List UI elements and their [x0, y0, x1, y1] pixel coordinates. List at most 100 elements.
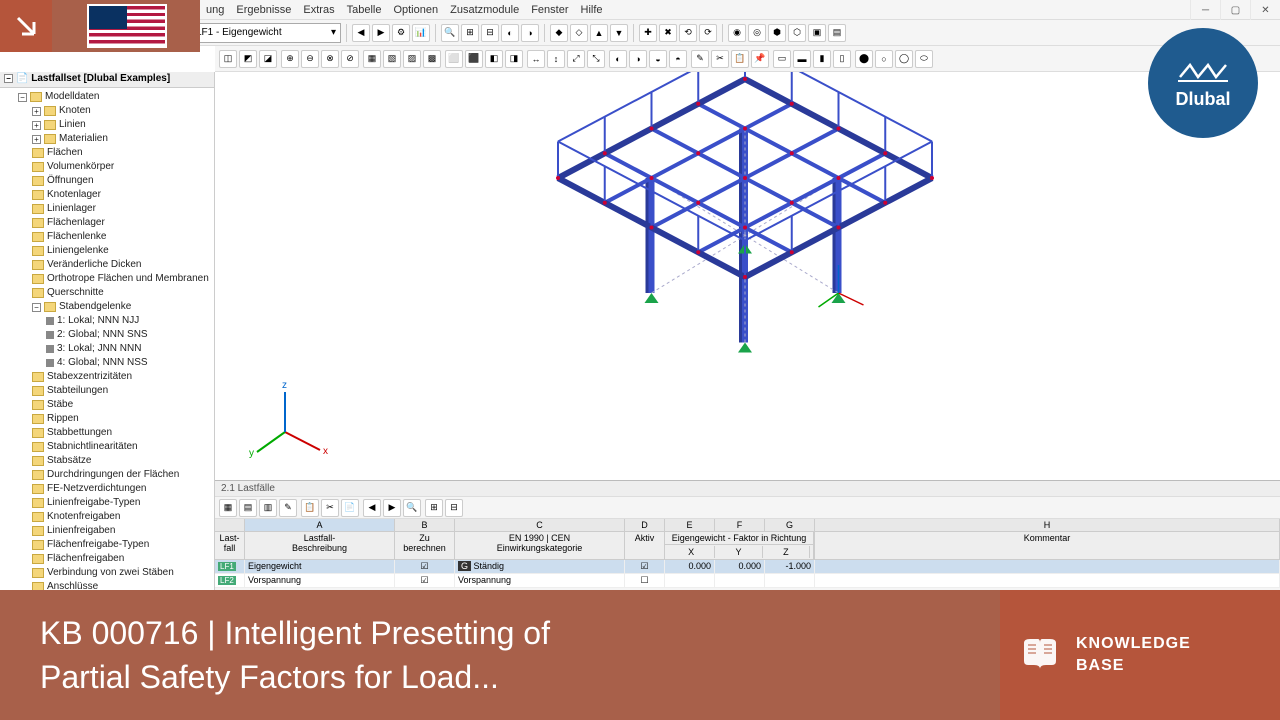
toolbar-icon[interactable]: ✂: [321, 499, 339, 517]
toolbar-icon[interactable]: 📄: [341, 499, 359, 517]
tree-item[interactable]: Stabbettungen: [0, 426, 214, 440]
toolbar-icon[interactable]: ◆: [550, 24, 568, 42]
tree-item[interactable]: Knotenfreigaben: [0, 510, 214, 524]
tree-item[interactable]: Veränderliche Dicken: [0, 258, 214, 272]
menu-item[interactable]: Optionen: [387, 4, 444, 16]
toolbar-icon[interactable]: ▬: [793, 50, 811, 68]
tree-item[interactable]: Stabnichtlinearitäten: [0, 440, 214, 454]
toolbar-icon[interactable]: ▭: [773, 50, 791, 68]
toolbar-icon[interactable]: ▦: [363, 50, 381, 68]
tree-item[interactable]: Querschnitte: [0, 286, 214, 300]
toolbar-icon[interactable]: ▯: [833, 50, 851, 68]
menu-item[interactable]: Fenster: [525, 4, 574, 16]
toolbar-icon[interactable]: ⬢: [768, 24, 786, 42]
toolbar-icon[interactable]: ✂: [711, 50, 729, 68]
menu-item[interactable]: Zusatzmodule: [444, 4, 525, 16]
toolbar-icon[interactable]: ◧: [485, 50, 503, 68]
toolbar-icon[interactable]: ◐: [609, 50, 627, 68]
toolbar-icon[interactable]: ⚙: [392, 24, 410, 42]
toolbar-icon[interactable]: ⊞: [425, 499, 443, 517]
table-row[interactable]: LF1Eigengewicht☑G Ständig☑0.0000.000-1.0…: [215, 560, 1280, 574]
tree-item[interactable]: Liniengelenke: [0, 244, 214, 258]
tree-item[interactable]: +Linien: [0, 118, 214, 132]
toolbar-icon[interactable]: 📋: [731, 50, 749, 68]
toolbar-icon[interactable]: ○: [875, 50, 893, 68]
tree-item[interactable]: Volumenkörper: [0, 160, 214, 174]
tree-item[interactable]: Stabteilungen: [0, 384, 214, 398]
tree-item[interactable]: +Materialien: [0, 132, 214, 146]
grid-body[interactable]: LF1Eigengewicht☑G Ständig☑0.0000.000-1.0…: [215, 560, 1280, 588]
toolbar-icon[interactable]: ▣: [808, 24, 826, 42]
toolbar-icon[interactable]: ✎: [691, 50, 709, 68]
toolbar-icon[interactable]: 📊: [412, 24, 430, 42]
toolbar-icon[interactable]: 🔍: [441, 24, 459, 42]
tree-item[interactable]: −Stabendgelenke: [0, 300, 214, 314]
toolbar-icon[interactable]: ▲: [590, 24, 608, 42]
toolbar-icon[interactable]: ↕: [547, 50, 565, 68]
toolbar-icon[interactable]: ◀: [352, 24, 370, 42]
toolbar-icon[interactable]: ▧: [383, 50, 401, 68]
tree-item[interactable]: 2: Global; NNN SNS: [0, 328, 214, 342]
toolbar-icon[interactable]: ▤: [239, 499, 257, 517]
toolbar-icon[interactable]: ◯: [895, 50, 913, 68]
toolbar-icon[interactable]: ⊟: [445, 499, 463, 517]
toolbar-icon[interactable]: ◑: [521, 24, 539, 42]
menu-item[interactable]: Hilfe: [575, 4, 609, 16]
close-button[interactable]: ✕: [1250, 0, 1280, 20]
tree-item[interactable]: Flächen: [0, 146, 214, 160]
toolbar-icon[interactable]: ✖: [659, 24, 677, 42]
toolbar-icon[interactable]: ⊟: [481, 24, 499, 42]
toolbar-icon[interactable]: ⟲: [679, 24, 697, 42]
toolbar-icon[interactable]: ✚: [639, 24, 657, 42]
tree-item[interactable]: 3: Lokal; JNN NNN: [0, 342, 214, 356]
toolbar-icon[interactable]: ⊕: [281, 50, 299, 68]
toolbar-icon[interactable]: ✎: [279, 499, 297, 517]
toolbar-icon[interactable]: ⤡: [587, 50, 605, 68]
menu-item[interactable]: Extras: [297, 4, 340, 16]
toolbar-icon[interactable]: ◩: [239, 50, 257, 68]
toolbar-icon[interactable]: ◨: [505, 50, 523, 68]
tree-item[interactable]: 4: Global; NNN NSS: [0, 356, 214, 370]
tree-item[interactable]: Stabexzentrizitäten: [0, 370, 214, 384]
toolbar-icon[interactable]: ◎: [748, 24, 766, 42]
toolbar-icon[interactable]: ◒: [649, 50, 667, 68]
toolbar-icon[interactable]: ▶: [372, 24, 390, 42]
tree-item[interactable]: Linienfreigaben: [0, 524, 214, 538]
toolbar-icon[interactable]: 📋: [301, 499, 319, 517]
tree-item[interactable]: 1: Lokal; NNN NJJ: [0, 314, 214, 328]
load-case-dropdown[interactable]: LF1 - Eigengewicht▾: [191, 23, 341, 43]
menu-item[interactable]: ung: [200, 4, 230, 16]
tree-item[interactable]: Flächenfreigaben: [0, 552, 214, 566]
toolbar-icon[interactable]: ⬤: [855, 50, 873, 68]
tree-item[interactable]: Flächenlenke: [0, 230, 214, 244]
toolbar-icon[interactable]: ⟳: [699, 24, 717, 42]
tree-item[interactable]: Stäbe: [0, 398, 214, 412]
tree-item[interactable]: Flächenfreigabe-Typen: [0, 538, 214, 552]
toolbar-icon[interactable]: ⊗: [321, 50, 339, 68]
toolbar-icon[interactable]: ⬭: [915, 50, 933, 68]
tree-item[interactable]: Rippen: [0, 412, 214, 426]
toolbar-icon[interactable]: ⬜: [445, 50, 463, 68]
toolbar-icon[interactable]: ▦: [219, 499, 237, 517]
navigator-tree[interactable]: −Modelldaten+Knoten+Linien+MaterialienFl…: [0, 88, 214, 610]
tree-item[interactable]: Stabsätze: [0, 454, 214, 468]
toolbar-icon[interactable]: ◑: [629, 50, 647, 68]
toolbar-icon[interactable]: ▩: [423, 50, 441, 68]
tree-item[interactable]: Linienlager: [0, 202, 214, 216]
toolbar-icon[interactable]: ▼: [610, 24, 628, 42]
toolbar-icon[interactable]: ◇: [570, 24, 588, 42]
table-row[interactable]: LF2Vorspannung☑Vorspannung☐: [215, 574, 1280, 588]
toolbar-icon[interactable]: ⬡: [788, 24, 806, 42]
menu-item[interactable]: Ergebnisse: [230, 4, 297, 16]
toolbar-icon[interactable]: ⤢: [567, 50, 585, 68]
toolbar-icon[interactable]: ◪: [259, 50, 277, 68]
toolbar-icon[interactable]: ▨: [403, 50, 421, 68]
toolbar-icon[interactable]: ◉: [728, 24, 746, 42]
toolbar-icon[interactable]: ◀: [363, 499, 381, 517]
tree-item[interactable]: −Modelldaten: [0, 90, 214, 104]
menu-item[interactable]: Tabelle: [341, 4, 388, 16]
toolbar-icon[interactable]: ⊘: [341, 50, 359, 68]
toolbar-icon[interactable]: ⊖: [301, 50, 319, 68]
tree-item[interactable]: Öffnungen: [0, 174, 214, 188]
toolbar-icon[interactable]: 🔍: [403, 499, 421, 517]
